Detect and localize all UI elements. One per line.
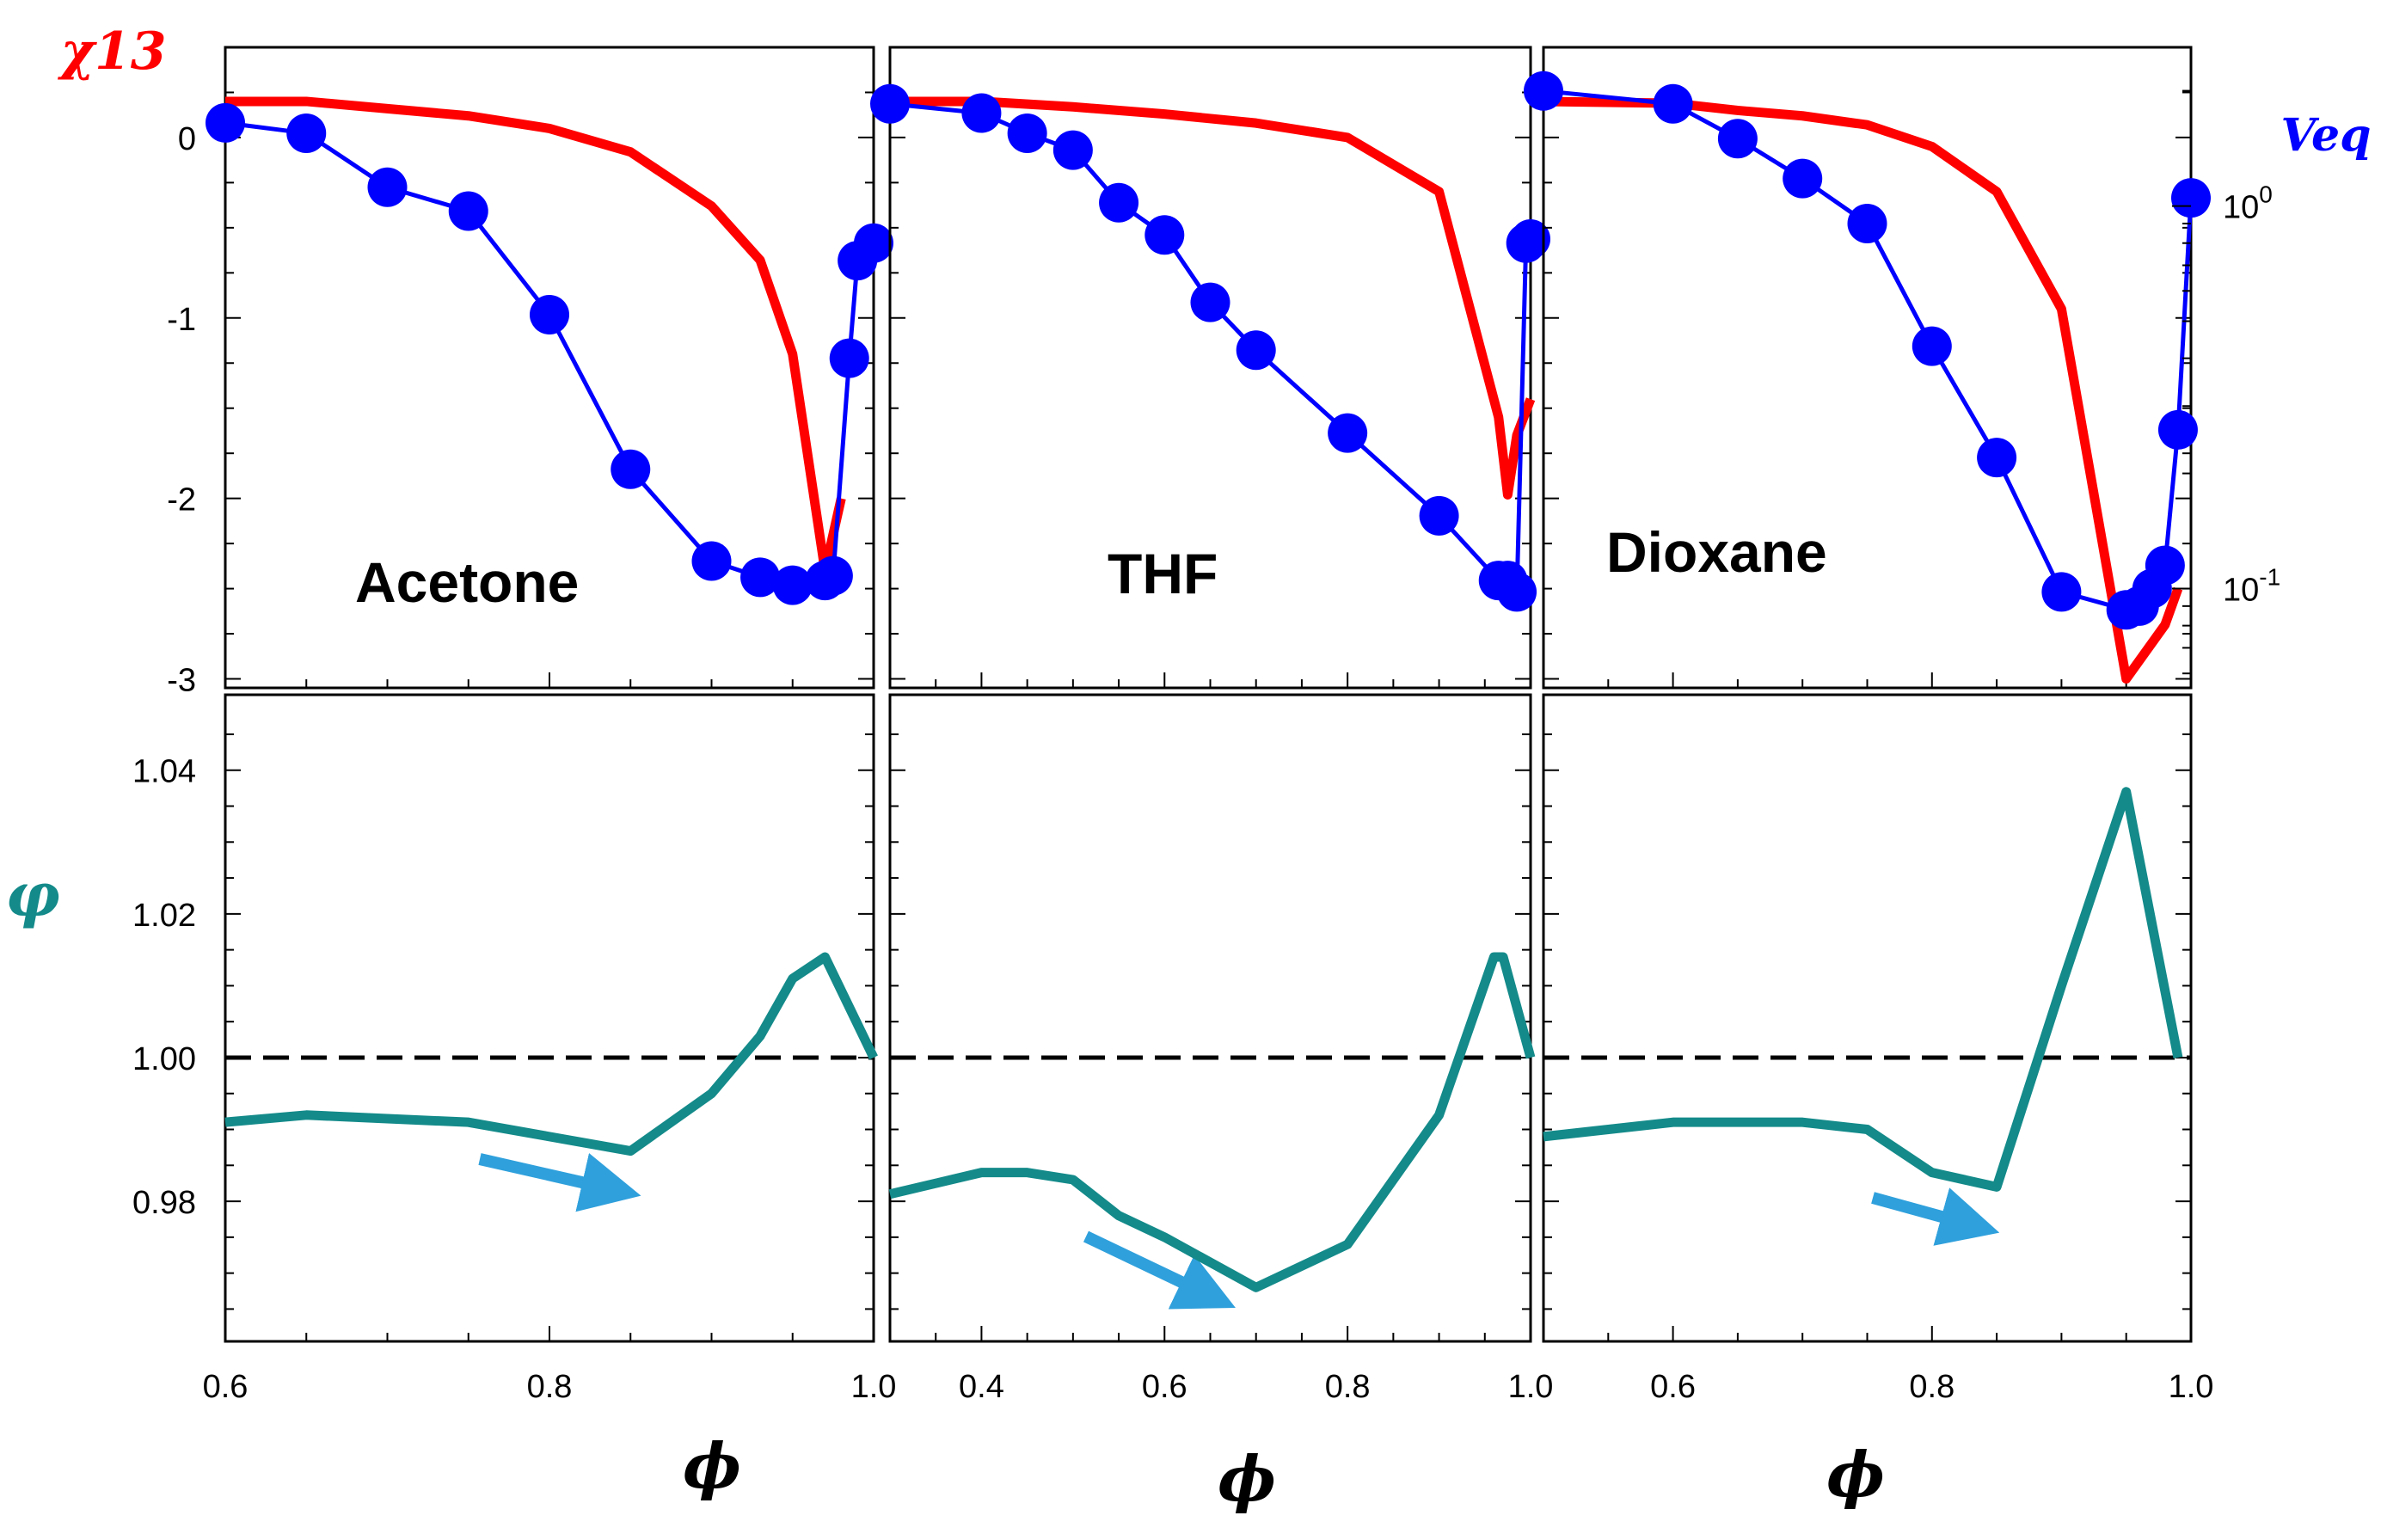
xtick-label-thf: 0.4 [959,1369,1004,1405]
phi-tick-label: 1.00 [132,1041,196,1077]
veq-point-thf [1190,282,1230,322]
trend-arrow-dioxane [1871,1187,2000,1246]
veq-point-thf [1052,130,1093,170]
veq-tick-label: 100 [2223,181,2273,226]
veq-point-thf [1099,182,1139,223]
phi-line-acetone [224,952,878,1157]
veq-point-thf [1419,495,1459,536]
trend-arrow-thf [1083,1230,1236,1310]
panel-label-dioxane: Dioxane [1606,520,1827,584]
veq-point-acetone [691,541,732,581]
frame-bottom-dioxane [1542,693,2193,1343]
xtick-label-acetone: 0.6 [203,1369,249,1405]
veq-point-dioxane [2041,572,2082,612]
frame-top-dioxane [1542,46,2193,690]
veq-point-thf [1007,113,1047,153]
trend-arrow-acetone [478,1153,641,1212]
plot-layer: 0.6 0.8 1.0 0.4 0.6 0.8 1.0 0.6 0.8 1.00-1-2-30.9… [132,46,2280,1405]
phi-line-dioxane [1543,787,2183,1192]
xlabel-thf: ϕ [1218,1442,1276,1515]
veq-line-acetone [224,120,875,588]
xtick-label-acetone: 1.0 [851,1369,897,1405]
veq-point-thf [1236,330,1276,371]
veq-point-acetone [854,223,893,263]
veq-point-thf [961,93,1002,133]
veq-point-dioxane [1847,203,1887,243]
chi13-line-dioxane [1543,96,2183,684]
panel-label-acetone: Acetone [355,550,579,614]
veq-point-dioxane [2145,545,2185,586]
veq-point-dioxane [1783,158,1823,199]
veq-point-acetone [286,113,327,153]
veq-axis-title: Veq [2280,109,2371,162]
panel-label-thf: THF [1108,542,1218,605]
phi-axis-title: φ [5,859,59,930]
veq-point-acetone [813,555,853,596]
veq-point-acetone [611,449,651,489]
veq-point-acetone [772,565,813,605]
veq-point-dioxane [1653,83,1693,124]
veq-point-dioxane [2171,178,2211,218]
veq-point-acetone [448,191,488,231]
veq-point-dioxane [1717,119,1758,159]
xtick-label-dioxane: 1.0 [2169,1369,2214,1405]
xtick-label-thf: 0.6 [1142,1369,1187,1405]
veq-point-thf [1144,215,1185,255]
veq-point-dioxane [1977,438,2017,478]
xtick-label-dioxane: 0.6 [1650,1369,1696,1405]
chi13-line-acetone [225,96,846,576]
chi13-tick-label: -3 [167,663,196,699]
chi13-tick-label: -1 [167,302,196,338]
veq-tick-label: 10-1 [2223,563,2280,608]
phi-tick-label: 0.98 [132,1185,196,1221]
xtick-label-dioxane: 0.8 [1909,1369,1955,1405]
veq-point-thf [870,83,910,124]
xlabel-dioxane: ϕ [1826,1438,1885,1511]
xtick-label-thf: 0.8 [1325,1369,1371,1405]
veq-point-acetone [829,338,869,378]
frame-bottom-acetone [224,693,875,1343]
phi-line-thf [888,952,1536,1292]
chi13-tick-label: 0 [178,121,196,157]
phi-tick-label: 1.04 [132,754,196,790]
veq-point-thf [1497,572,1537,612]
xlabel-acetone: ϕ [683,1429,741,1502]
veq-point-dioxane [2157,409,2198,450]
veq-point-thf [1511,218,1550,259]
veq-point-acetone [367,167,408,207]
frame-bottom-thf [888,693,1532,1343]
xtick-label-thf: 1.0 [1508,1369,1554,1405]
veq-point-thf [1328,413,1368,453]
chi13-axis-title: χ13 [58,21,167,82]
chi13-line-thf [890,96,1536,500]
veq-point-acetone [530,294,569,334]
xtick-label-acetone: 0.8 [527,1369,573,1405]
phi-tick-label: 1.02 [132,898,196,934]
veq-point-dioxane [1524,71,1563,111]
veq-point-acetone [740,557,781,598]
chi13-tick-label: -2 [167,482,196,518]
veq-point-dioxane [1912,326,1952,366]
veq-point-acetone [206,102,245,143]
